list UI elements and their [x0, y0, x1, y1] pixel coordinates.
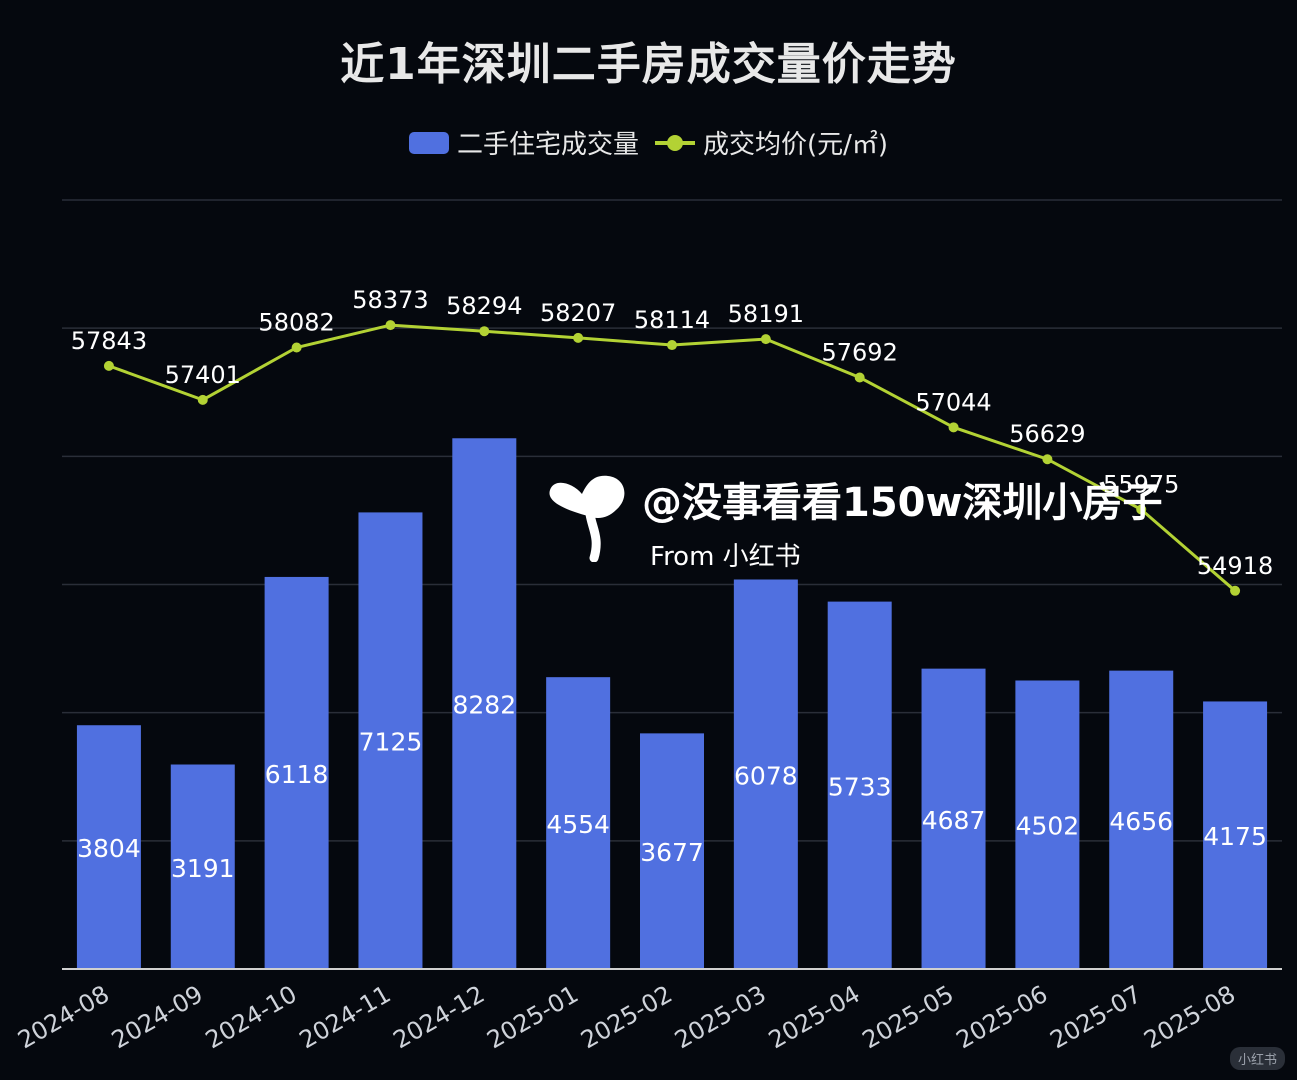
x-tick-label: 2025-05 — [858, 980, 959, 1054]
price-point — [479, 326, 490, 337]
volume-bar — [640, 733, 704, 969]
price-point-label: 58373 — [352, 286, 428, 314]
legend-volume-label: 二手住宅成交量 — [456, 130, 639, 160]
x-tick-label: 2025-07 — [1045, 980, 1146, 1054]
volume-bar — [170, 764, 235, 969]
corner-badge: 小红书 — [1229, 1047, 1285, 1070]
volume-bar-label: 6078 — [734, 761, 798, 790]
price-point-label: 58191 — [728, 300, 804, 328]
price-point — [103, 360, 114, 371]
x-tick-label: 2025-08 — [1139, 980, 1240, 1054]
volume-bar — [733, 579, 798, 969]
price-point-label: 58207 — [540, 299, 616, 327]
price-point — [667, 340, 677, 351]
price-point-label: 57843 — [71, 327, 147, 355]
x-tick-label: 2025-02 — [576, 980, 677, 1054]
price-point — [1042, 454, 1053, 465]
price-point-label: 54918 — [1197, 552, 1273, 580]
price-point — [760, 334, 771, 345]
price-point-label: 56629 — [1009, 420, 1085, 448]
volume-bar-label: 5733 — [828, 772, 892, 801]
legend-line-swatch — [654, 134, 695, 151]
price-point-label: 58114 — [634, 306, 710, 334]
volume-bar-label: 8282 — [452, 691, 516, 720]
volume-bar-label: 4175 — [1203, 822, 1267, 851]
volume-bar-label: 3191 — [171, 854, 235, 883]
volume-bar — [1109, 670, 1174, 969]
volume-bar — [921, 668, 986, 969]
price-point-label: 58294 — [446, 292, 522, 320]
volume-bar — [546, 677, 611, 969]
volume-bar — [827, 601, 892, 969]
x-tick-label: 2024-10 — [201, 980, 302, 1054]
x-tick-label: 2025-06 — [952, 980, 1053, 1054]
price-point — [948, 422, 959, 433]
x-tick-label: 2024-12 — [388, 980, 489, 1054]
price-point — [854, 372, 865, 383]
price-point — [573, 332, 584, 343]
legend-bar-swatch — [408, 131, 449, 154]
volume-bar — [452, 438, 517, 969]
x-tick-label: 2024-09 — [107, 980, 208, 1054]
price-point — [197, 394, 208, 405]
volume-bar — [264, 576, 329, 969]
price-point-label: 55975 — [1103, 471, 1179, 499]
price-point-label: 57401 — [165, 361, 241, 389]
x-tick-label: 2025-04 — [764, 980, 865, 1054]
volume-bar — [1203, 701, 1268, 969]
x-tick-label: 2024-11 — [295, 980, 396, 1054]
volume-bar-label: 3804 — [77, 834, 141, 863]
price-point — [291, 342, 302, 353]
watermark-handle: @没事看看150w深圳小房子 — [642, 480, 1163, 526]
volume-bar — [358, 512, 423, 969]
volume-bar-label: 4554 — [546, 810, 610, 839]
price-point-label: 58082 — [258, 308, 334, 336]
volume-bar-label: 3677 — [640, 838, 704, 867]
price-point-label: 57692 — [822, 338, 898, 366]
volume-bar-label: 7125 — [359, 728, 423, 757]
price-point — [385, 320, 396, 331]
volume-bar — [76, 725, 141, 969]
volume-bar-label: 6118 — [265, 760, 329, 789]
price-point — [1230, 585, 1241, 596]
price-point — [1136, 504, 1147, 515]
volume-bar-label: 4502 — [1016, 812, 1080, 841]
volume-bar — [1015, 680, 1080, 969]
chart-title: 近1年深圳二手房成交量价走势 — [340, 39, 957, 90]
xiaohongshu-logo-icon — [549, 475, 625, 562]
x-tick-label: 2024-08 — [13, 980, 114, 1054]
x-tick-label: 2025-01 — [482, 980, 583, 1054]
legend: 二手住宅成交量 成交均价(元/㎡) — [0, 124, 1297, 161]
volume-bar-label: 4656 — [1109, 807, 1173, 836]
watermark-from: From 小红书 — [650, 542, 801, 572]
x-tick-label: 2025-03 — [670, 980, 771, 1054]
legend-price-label: 成交均价(元/㎡) — [702, 130, 889, 160]
price-point-label: 57044 — [915, 388, 991, 416]
volume-bar-label: 4687 — [922, 806, 986, 835]
